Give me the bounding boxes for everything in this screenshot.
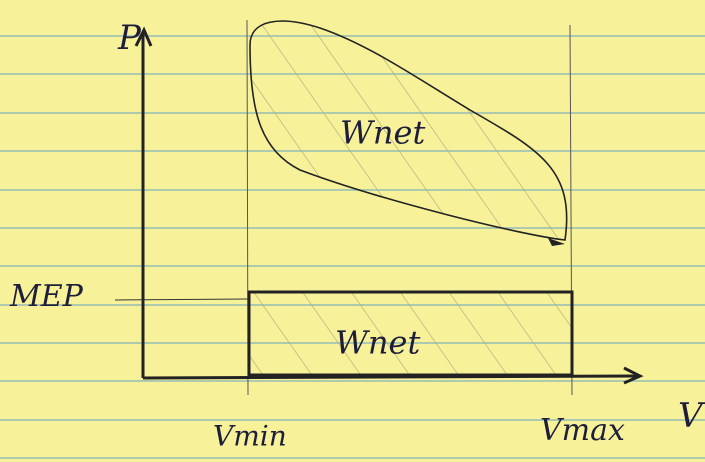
cycle-loop <box>249 20 568 241</box>
vmax-label: Vmax <box>540 413 625 448</box>
mep-label: MEP <box>9 279 84 314</box>
y-axis-label: P <box>117 18 142 58</box>
vmin-label: Vmin <box>213 420 287 453</box>
rectangle-work-label: Wnet <box>335 324 420 362</box>
x-axis-label: V <box>678 396 705 436</box>
axes <box>134 26 644 385</box>
arrow-head <box>548 238 565 246</box>
mep-rectangle <box>247 290 574 377</box>
mep-line <box>114 298 250 301</box>
loop-work-label: Wnet <box>340 114 425 152</box>
